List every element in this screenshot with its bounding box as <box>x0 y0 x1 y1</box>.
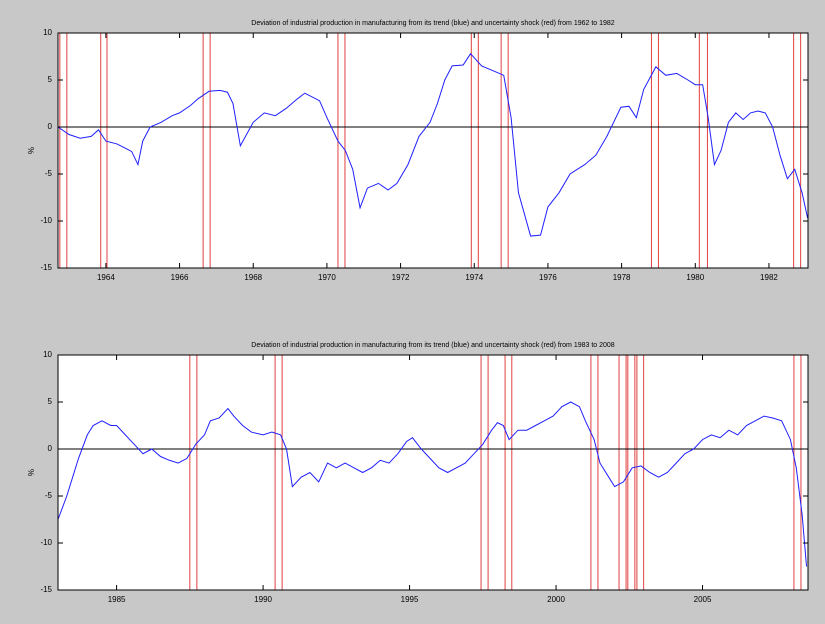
x-tick-label: 1966 <box>171 273 189 282</box>
y-tick-label: -5 <box>45 169 53 178</box>
x-tick-label: 1976 <box>539 273 557 282</box>
plot-area <box>58 355 808 590</box>
x-tick-label: 1982 <box>760 273 778 282</box>
x-tick-label: 1985 <box>108 595 126 604</box>
axes-box <box>57 32 809 269</box>
x-tick-label: 1968 <box>244 273 262 282</box>
y-tick-label: -10 <box>40 538 52 547</box>
y-tick-label: -10 <box>40 216 52 225</box>
chart-title: Deviation of industrial production in ma… <box>251 342 615 349</box>
y-tick-label: -5 <box>45 491 53 500</box>
x-tick-label: 1974 <box>465 273 483 282</box>
y-tick-label: 10 <box>43 28 52 37</box>
y-tick-label: -15 <box>40 585 52 594</box>
y-axis-label: % <box>27 469 36 476</box>
x-tick-label: 1978 <box>613 273 631 282</box>
x-tick-label: 1964 <box>97 273 115 282</box>
y-tick-label: -15 <box>40 263 52 272</box>
x-tick-label: 1990 <box>254 595 272 604</box>
axes-box <box>57 354 809 591</box>
data-line <box>57 401 808 567</box>
chart-title: Deviation of industrial production in ma… <box>251 20 615 27</box>
x-tick-label: 1972 <box>392 273 410 282</box>
y-axis-label: % <box>27 147 36 154</box>
x-tick-label: 2000 <box>547 595 565 604</box>
y-tick-label: 0 <box>48 444 53 453</box>
x-tick-label: 2005 <box>694 595 712 604</box>
y-tick-label: 5 <box>48 397 53 406</box>
y-tick-label: 5 <box>48 75 53 84</box>
y-tick-label: 10 <box>43 350 52 359</box>
x-tick-label: 1970 <box>318 273 336 282</box>
y-tick-label: 0 <box>48 122 53 131</box>
plot-area <box>58 33 808 268</box>
x-tick-label: 1980 <box>686 273 704 282</box>
data-line <box>57 52 809 237</box>
x-tick-label: 1995 <box>401 595 419 604</box>
